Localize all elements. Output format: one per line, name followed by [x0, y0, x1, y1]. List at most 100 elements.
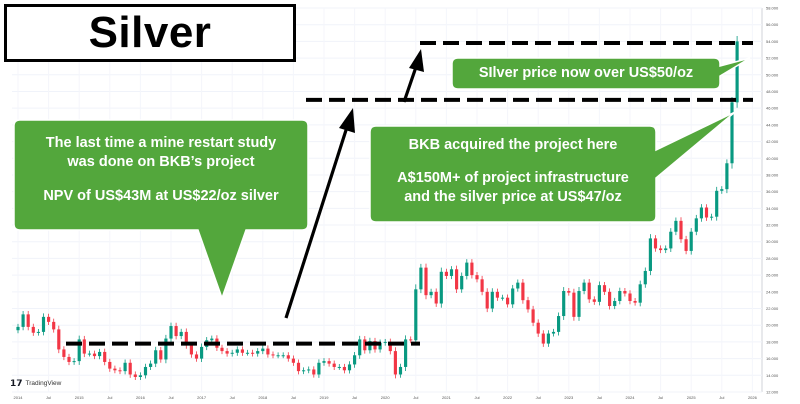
- y-tick-label: 26.000: [766, 273, 779, 278]
- candle-body: [138, 375, 142, 377]
- x-tick-label: Jul: [597, 395, 602, 400]
- x-axis-tick-labels: 2014 Jul 2015 Jul 2016 Jul 2017 Jul 2018 Jul 2019 J…: [14, 395, 758, 400]
- candle-body: [562, 290, 566, 317]
- candle-body: [363, 339, 367, 351]
- y-tick-label: 18.000: [766, 339, 779, 344]
- candle-body: [159, 350, 163, 360]
- tradingview-logo-icon: 𝟭𝟳: [10, 378, 23, 388]
- y-tick-label: 38.000: [766, 172, 779, 177]
- arrow-to-current: [402, 49, 424, 103]
- candle-body: [235, 349, 239, 353]
- candle-body: [674, 220, 678, 232]
- candle-body: [291, 358, 295, 363]
- candle-body: [143, 366, 148, 376]
- candle-body: [587, 282, 591, 300]
- candle-body: [302, 370, 306, 372]
- y-tick-label: 30.000: [766, 239, 779, 244]
- candle-body: [72, 361, 76, 363]
- candle-body: [368, 341, 372, 351]
- candle-body: [684, 239, 688, 251]
- candle-body: [261, 348, 265, 352]
- candle-body: [113, 368, 117, 371]
- candle-body: [541, 333, 545, 344]
- candle-body: [189, 345, 193, 355]
- candle-body: [230, 352, 234, 354]
- candle-body: [271, 354, 275, 356]
- candle-body: [47, 316, 51, 322]
- candle-body: [536, 322, 540, 334]
- candle-body: [322, 361, 326, 363]
- candle-body: [123, 362, 127, 372]
- y-tick-label: 20.000: [766, 323, 779, 328]
- candle-body: [52, 321, 56, 330]
- candle-body: [618, 290, 622, 302]
- candle-body: [128, 362, 132, 375]
- candle-body: [383, 341, 387, 343]
- right-callout-line-1: BKB acquired the project here: [408, 137, 618, 153]
- candle-body: [577, 290, 581, 317]
- candle-body: [200, 346, 204, 359]
- candle-body: [597, 285, 601, 302]
- left-callout-bubble: [13, 119, 309, 301]
- candle-body: [286, 355, 290, 359]
- candle-body: [164, 338, 168, 360]
- candle-body: [317, 362, 321, 375]
- x-tick-label: 2022: [503, 395, 513, 400]
- candle-body: [506, 297, 510, 305]
- candle-body: [424, 267, 428, 296]
- x-tick-label: Jul: [168, 395, 173, 400]
- candle-body: [358, 339, 362, 356]
- top-callout-line-1: SIlver price now over US$50/oz: [478, 65, 694, 81]
- tradingview-watermark: 𝟭𝟳 TradingView: [10, 378, 61, 389]
- candle-body: [516, 282, 520, 289]
- candle-body: [500, 297, 505, 299]
- candle-body: [67, 356, 71, 362]
- x-tick-label: Jul: [474, 395, 479, 400]
- candle-body: [62, 349, 66, 357]
- candle-body: [174, 326, 178, 337]
- x-tick-label: Jul: [658, 395, 663, 400]
- candle-body: [526, 300, 530, 310]
- candle-body: [41, 316, 46, 332]
- candle-body: [184, 331, 188, 346]
- x-tick-label: 2023: [564, 395, 574, 400]
- candle-body: [312, 369, 316, 375]
- candle-body: [16, 326, 20, 331]
- candle-body: [480, 279, 484, 292]
- y-tick-label: 22.000: [766, 306, 779, 311]
- x-tick-label: 2024: [626, 395, 636, 400]
- candle-body: [704, 207, 709, 218]
- candle-body: [659, 248, 663, 251]
- candle-body: [648, 238, 652, 271]
- candle-body: [169, 326, 173, 339]
- candle-body: [439, 271, 443, 304]
- candle-body: [653, 238, 658, 249]
- candle-body: [194, 354, 199, 359]
- x-tick-label: Jul: [413, 395, 418, 400]
- right-callout-bubble: [369, 111, 736, 223]
- top-callout-bubble: [451, 57, 751, 90]
- candle-body: [460, 275, 464, 290]
- candle-body: [353, 355, 357, 365]
- candle-body: [307, 369, 311, 371]
- x-tick-label: Jul: [46, 395, 51, 400]
- candle-body: [735, 41, 739, 103]
- y-tick-label: 36.000: [766, 189, 779, 194]
- y-tick-label: 14.000: [766, 373, 779, 378]
- candle-body: [77, 339, 81, 362]
- candle-body: [567, 290, 571, 293]
- candle-body: [628, 293, 632, 302]
- reference-dashed-lines: [66, 41, 753, 346]
- candle-body: [266, 348, 270, 355]
- candle-body: [21, 314, 25, 327]
- candle-body: [26, 314, 30, 327]
- candle-body: [98, 351, 102, 357]
- left-callout-line-2: was done on BKB’s project: [67, 154, 255, 170]
- candle-body: [546, 333, 550, 344]
- x-tick-label: 2015: [75, 395, 85, 400]
- candle-body: [664, 248, 668, 251]
- candle-body: [633, 301, 637, 303]
- candle-body: [103, 351, 107, 362]
